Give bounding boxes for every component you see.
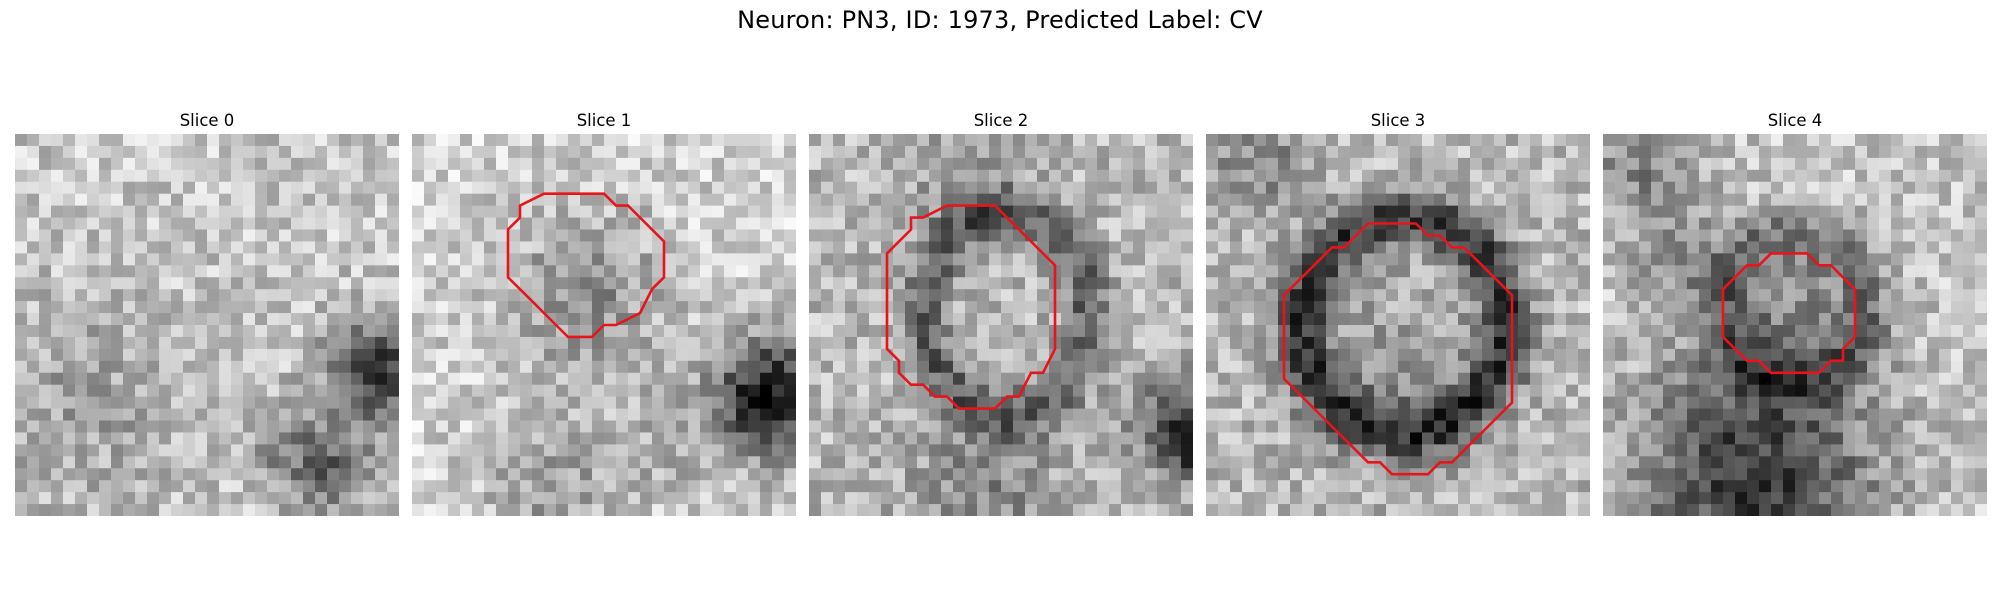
slice-image (412, 134, 796, 516)
segmentation-contour (1282, 222, 1514, 476)
slice-image (1603, 134, 1987, 516)
panel-slice-0: Slice 0 (15, 110, 399, 516)
figure-title: Neuron: PN3, ID: 1973, Predicted Label: … (737, 6, 1263, 34)
segmentation-contour (506, 192, 666, 339)
segmentation-contour (885, 204, 1057, 410)
slice-image (809, 134, 1193, 516)
panel-title: Slice 0 (179, 111, 235, 130)
panel-title: Slice 4 (1767, 111, 1823, 130)
segmentation-contour (1721, 252, 1857, 375)
panel-title: Slice 2 (973, 111, 1029, 130)
panel-slice-2: Slice 2 (809, 110, 1193, 516)
panel-slice-4: Slice 4 (1603, 110, 1987, 516)
panel-slice-3: Slice 3 (1206, 110, 1590, 516)
panel-title: Slice 3 (1370, 111, 1426, 130)
slice-image (15, 134, 399, 516)
panel-slice-1: Slice 1 (412, 110, 796, 516)
slice-image (1206, 134, 1590, 516)
panel-title: Slice 1 (576, 111, 632, 130)
